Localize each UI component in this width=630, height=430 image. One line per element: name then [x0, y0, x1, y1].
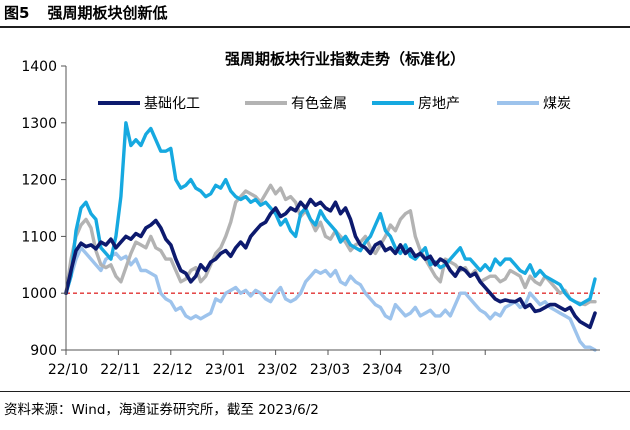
x-tick-label: 22/11: [100, 362, 140, 378]
y-tick-label: 1100: [21, 229, 57, 245]
figure-title-text: 强周期板块创新低: [47, 4, 168, 22]
chart-title: 强周期板块行业指数走势（标准化）: [225, 50, 465, 68]
series-line-2: [64, 121, 597, 307]
series-line-3: [64, 246, 597, 352]
x-tick-label: 22/10: [48, 362, 88, 378]
x-tick-label: 23/0: [419, 362, 450, 378]
legend-label-1: 有色金属: [291, 95, 347, 112]
source-note: 资料来源：Wind，海通证券研究所，截至 2023/6/2: [4, 402, 319, 418]
y-tick-label: 1300: [21, 116, 57, 132]
legend-label-0: 基础化工: [144, 95, 200, 112]
bottom-rule: [0, 391, 630, 392]
series-line-1: [64, 183, 597, 307]
top-rule: [0, 26, 630, 28]
x-tick-label: 23/02: [257, 362, 297, 378]
figure-label: 图5: [4, 4, 30, 22]
figure-title: 图5 强周期板块创新低: [4, 2, 167, 23]
x-tick-label: 23/04: [362, 362, 402, 378]
legend-label-3: 煤炭: [543, 96, 571, 112]
y-tick-label: 900: [30, 343, 57, 359]
x-tick-label: 23/01: [205, 362, 245, 378]
y-tick-label: 1000: [21, 286, 57, 302]
y-tick-label: 1200: [21, 173, 57, 189]
x-tick-label: 23/03: [310, 362, 350, 378]
x-tick-label: 22/12: [153, 362, 193, 378]
series-line-0: [64, 197, 597, 330]
y-tick-label: 1400: [21, 59, 57, 75]
legend: 基础化工 有色金属 房地产 煤炭: [98, 95, 571, 112]
legend-label-2: 房地产: [418, 96, 460, 112]
